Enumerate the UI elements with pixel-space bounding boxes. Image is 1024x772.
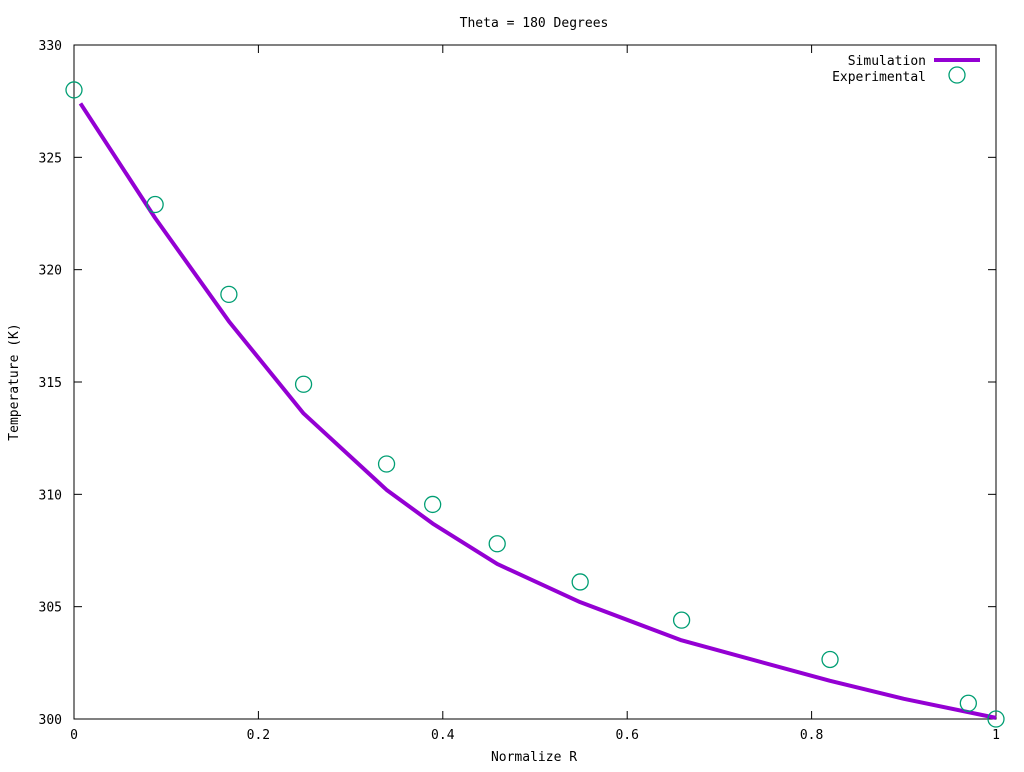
x-tick-label: 0 bbox=[70, 728, 78, 743]
y-tick-label: 300 bbox=[39, 713, 62, 728]
data-point-experimental bbox=[424, 495, 442, 514]
y-tick-label: 305 bbox=[39, 601, 62, 616]
data-point-experimental bbox=[294, 375, 313, 393]
x-tick-label: 0.4 bbox=[431, 728, 455, 743]
data-point-experimental bbox=[571, 573, 589, 591]
data-point-experimental bbox=[488, 535, 506, 553]
data-point-experimental bbox=[959, 694, 977, 712]
x-tick-label: 0.2 bbox=[247, 728, 270, 743]
y-tick-label: 325 bbox=[39, 151, 62, 166]
x-axis-label: Normalize R bbox=[491, 750, 577, 765]
data-point-experimental bbox=[220, 285, 238, 304]
data-point-experimental bbox=[377, 455, 396, 473]
plot-border bbox=[73, 44, 997, 720]
legend-label-simulation: Simulation bbox=[848, 54, 926, 69]
legend-label-experimental: Experimental bbox=[832, 70, 926, 85]
y-axis-label: Temperature (K) bbox=[7, 323, 22, 440]
x-tick-label: 0.6 bbox=[615, 728, 638, 743]
chart-title: Theta = 180 Degrees bbox=[460, 16, 609, 31]
y-tick-label: 330 bbox=[39, 39, 62, 54]
x-tick-label: 1 bbox=[992, 728, 1000, 743]
series-line-simulation bbox=[78, 102, 997, 720]
legend: Simulation Experimental bbox=[832, 54, 980, 85]
data-point-experimental bbox=[146, 195, 164, 214]
x-tick-label: 0.8 bbox=[800, 728, 823, 743]
legend-swatch-experimental bbox=[948, 66, 966, 84]
data-point-experimental bbox=[672, 611, 691, 629]
y-tick-label: 320 bbox=[39, 264, 62, 279]
data-point-experimental bbox=[987, 710, 1005, 728]
y-tick-label: 310 bbox=[39, 488, 62, 503]
data-point-experimental bbox=[65, 81, 83, 99]
y-tick-label: 315 bbox=[39, 376, 62, 391]
data-point-experimental bbox=[821, 650, 839, 669]
